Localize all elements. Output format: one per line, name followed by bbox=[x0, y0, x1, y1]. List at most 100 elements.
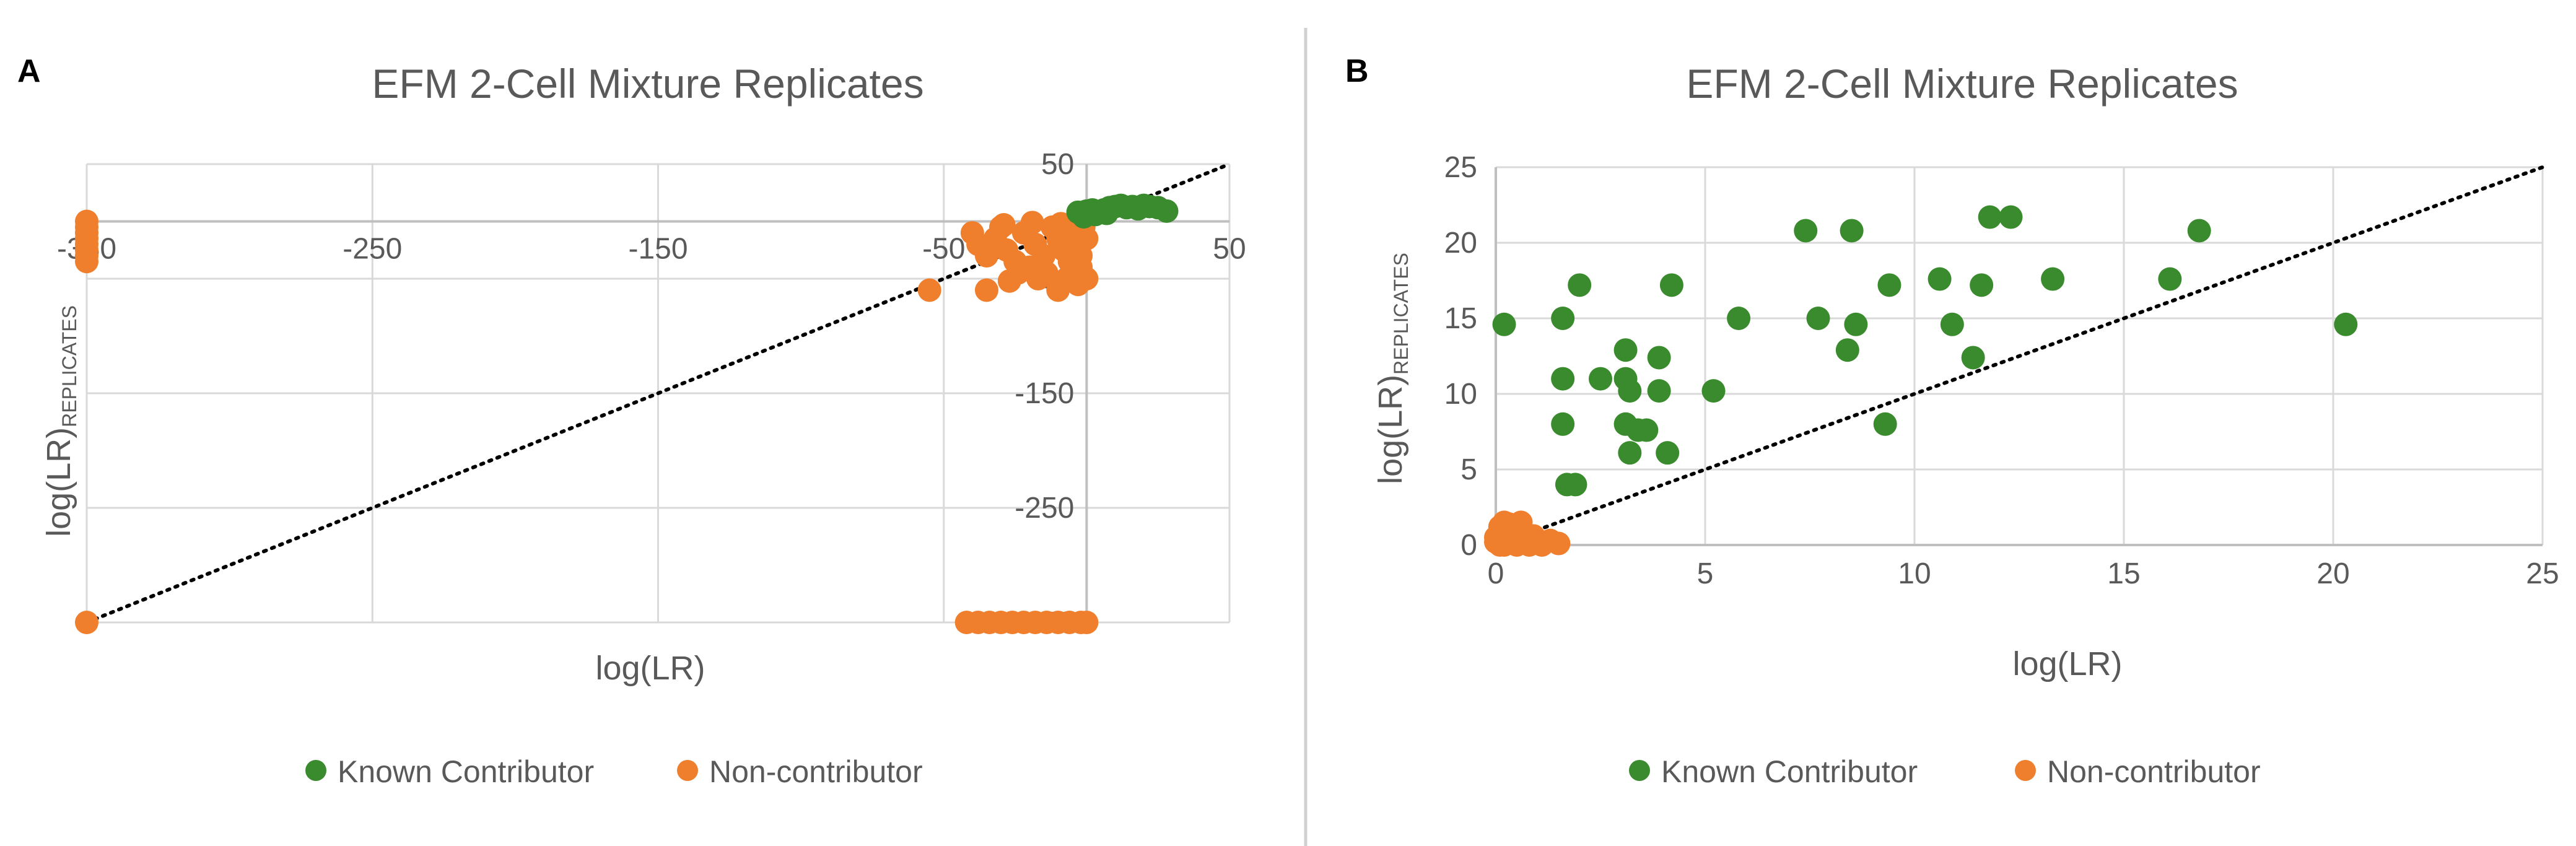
panel-a-title: EFM 2-Cell Mixture Replicates bbox=[372, 61, 923, 107]
panel-b-known-point bbox=[1999, 205, 2023, 229]
panel-b-y-tick-label: 5 bbox=[1460, 453, 1477, 486]
panel-b-known-point bbox=[1970, 273, 1994, 297]
panel-b-y-tick-label: 20 bbox=[1444, 227, 1477, 259]
panel-a-noncontrib-point bbox=[1046, 278, 1070, 302]
panel-b-x-tick-label: 0 bbox=[1488, 557, 1504, 590]
panel-a-noncontrib-point bbox=[75, 611, 98, 634]
panel-a-x-tick-label: -50 bbox=[922, 233, 965, 266]
panel-b-tick-labels: 0 5 10 15 20 25 0 5 10 15 20 25 bbox=[1444, 151, 2559, 590]
panel-b-known-point bbox=[1563, 473, 1587, 497]
panel-b-known-point bbox=[1978, 205, 2002, 229]
panel-a-noncontrib-point bbox=[1075, 611, 1099, 634]
panel-b-known-point bbox=[1635, 418, 1659, 442]
panel-b-known-point bbox=[1618, 379, 1642, 403]
panel-b-known-point bbox=[1928, 267, 1952, 291]
panel-a-known-point bbox=[1094, 201, 1119, 225]
panel-b-known-point bbox=[1618, 441, 1642, 465]
panel-b-known-point bbox=[1873, 412, 1897, 436]
panel-b-x-tick-label: 15 bbox=[2107, 557, 2140, 590]
panel-b-known-point bbox=[1551, 412, 1575, 436]
panel-b-label: B bbox=[1345, 53, 1369, 89]
panel-b-title: EFM 2-Cell Mixture Replicates bbox=[1686, 61, 2238, 107]
panel-b-known-point bbox=[1806, 307, 1830, 330]
panel-a-y-tick-label: -250 bbox=[1015, 492, 1074, 525]
panel-b-known-point bbox=[1940, 312, 1964, 336]
panel-b-known-point bbox=[1647, 379, 1671, 403]
panel-a-noncontrib-point bbox=[917, 278, 941, 302]
panel-a-legend-noncontrib-label: Non-contributor bbox=[709, 754, 923, 789]
panel-a-x-tick-label: -150 bbox=[628, 233, 688, 266]
panel-a-known-point bbox=[1155, 199, 1179, 223]
panel-a-label: A bbox=[17, 53, 41, 89]
panel-b-known-point bbox=[1551, 307, 1575, 330]
panel-a-noncontrib-point bbox=[992, 213, 1016, 237]
panel-a-legend: Known Contributor Non-contributor bbox=[305, 754, 923, 789]
panel-a-noncontrib-point bbox=[1020, 211, 1044, 235]
panel-a-legend-known-label: Known Contributor bbox=[338, 754, 594, 789]
panel-b-known-point bbox=[2334, 312, 2358, 336]
panel-b-known-point bbox=[1961, 346, 1985, 370]
panel-b-known-point bbox=[2158, 267, 2182, 291]
panel-b-legend-known-label: Known Contributor bbox=[1661, 754, 1918, 789]
panel-b-y-tick-label: 10 bbox=[1444, 378, 1477, 411]
panel-a: A EFM 2-Cell Mixture Replicates -350-250… bbox=[17, 53, 1246, 789]
panel-a-legend-noncontrib-marker bbox=[677, 760, 698, 781]
panel-b-known-point bbox=[1613, 338, 1638, 362]
panel-b-y-tick-label: 15 bbox=[1444, 302, 1477, 335]
panel-b-y-axis-label-main: log(LR) bbox=[1372, 375, 1409, 484]
panel-b-known-point bbox=[1794, 219, 1818, 243]
panel-a-y-axis-label: log(LR)REPLICATES bbox=[40, 305, 81, 537]
panel-b-known-point bbox=[1701, 379, 1726, 403]
panel-b-x-tick-label: 25 bbox=[2526, 557, 2559, 590]
panel-a-legend-known-marker bbox=[305, 760, 326, 781]
panel-b-axes bbox=[1495, 167, 2543, 546]
panel-b-x-tick-label: 20 bbox=[2316, 557, 2349, 590]
panel-b-known-point bbox=[1877, 273, 1901, 297]
panel-b-known-point bbox=[1589, 367, 1612, 391]
panel-b-reference-line bbox=[1494, 165, 2544, 547]
panel-b-y-axis-label: log(LR)REPLICATES bbox=[1372, 253, 1412, 484]
panel-b-known-point bbox=[2041, 267, 2065, 291]
panel-b-known-point bbox=[1647, 346, 1671, 370]
panel-b-legend-noncontrib-label: Non-contributor bbox=[2047, 754, 2261, 789]
panel-a-y-tick-label: 50 bbox=[1041, 148, 1074, 181]
panel-b-legend-noncontrib-marker bbox=[2015, 760, 2036, 781]
panel-b-noncontrib-point bbox=[1488, 533, 1512, 557]
panel-b-x-tick-label: 5 bbox=[1697, 557, 1714, 590]
panel-a-noncontrib-point bbox=[997, 269, 1021, 293]
panel-b-known-point bbox=[1840, 219, 1864, 243]
panel-a-noncontrib-point bbox=[1049, 212, 1073, 236]
panel-b-points bbox=[1484, 205, 2358, 557]
panel-b-x-tick-label: 10 bbox=[1898, 557, 1931, 590]
panel-b: B EFM 2-Cell Mixture Replicates 0 5 10 15 20… bbox=[1345, 53, 2559, 789]
panel-b-noncontrib-point bbox=[1547, 531, 1571, 556]
panel-a-noncontrib-point bbox=[1066, 273, 1090, 297]
panel-a-points bbox=[75, 193, 1179, 634]
panel-a-x-tick-label: -250 bbox=[343, 233, 402, 266]
panel-b-known-point bbox=[1656, 441, 1680, 465]
panel-b-y-axis-label-sub: REPLICATES bbox=[1390, 253, 1412, 375]
panel-b-known-point bbox=[1727, 307, 1751, 330]
panel-b-noncontrib-point bbox=[1492, 510, 1516, 534]
panel-b-y-tick-label: 25 bbox=[1444, 151, 1477, 184]
panel-a-x-tick-label: 50 bbox=[1213, 233, 1246, 266]
panel-a-y-axis-label-main: log(LR) bbox=[40, 427, 77, 537]
panel-b-known-point bbox=[1492, 312, 1516, 336]
panel-a-x-axis-label: log(LR) bbox=[595, 650, 705, 687]
panel-b-known-point bbox=[1568, 273, 1592, 297]
panel-a-noncontrib-point bbox=[1026, 267, 1050, 290]
panel-b-legend-known-marker bbox=[1629, 760, 1650, 781]
panel-a-noncontrib-point bbox=[75, 250, 98, 274]
panel-b-gridlines bbox=[1496, 166, 2544, 545]
panel-b-x-axis-label: log(LR) bbox=[2012, 645, 2122, 682]
panel-a-y-axis-label-sub: REPLICATES bbox=[58, 305, 81, 427]
panel-b-legend: Known Contributor Non-contributor bbox=[1629, 754, 2261, 789]
panel-b-known-point bbox=[1659, 273, 1683, 297]
panel-b-known-point bbox=[1844, 312, 1868, 336]
panel-b-y-tick-label: 0 bbox=[1460, 529, 1477, 562]
panel-a-y-tick-label: -150 bbox=[1015, 377, 1074, 410]
panel-b-known-point bbox=[1551, 367, 1575, 391]
panel-b-known-point bbox=[1835, 338, 1859, 362]
panel-b-known-point bbox=[2187, 219, 2211, 243]
